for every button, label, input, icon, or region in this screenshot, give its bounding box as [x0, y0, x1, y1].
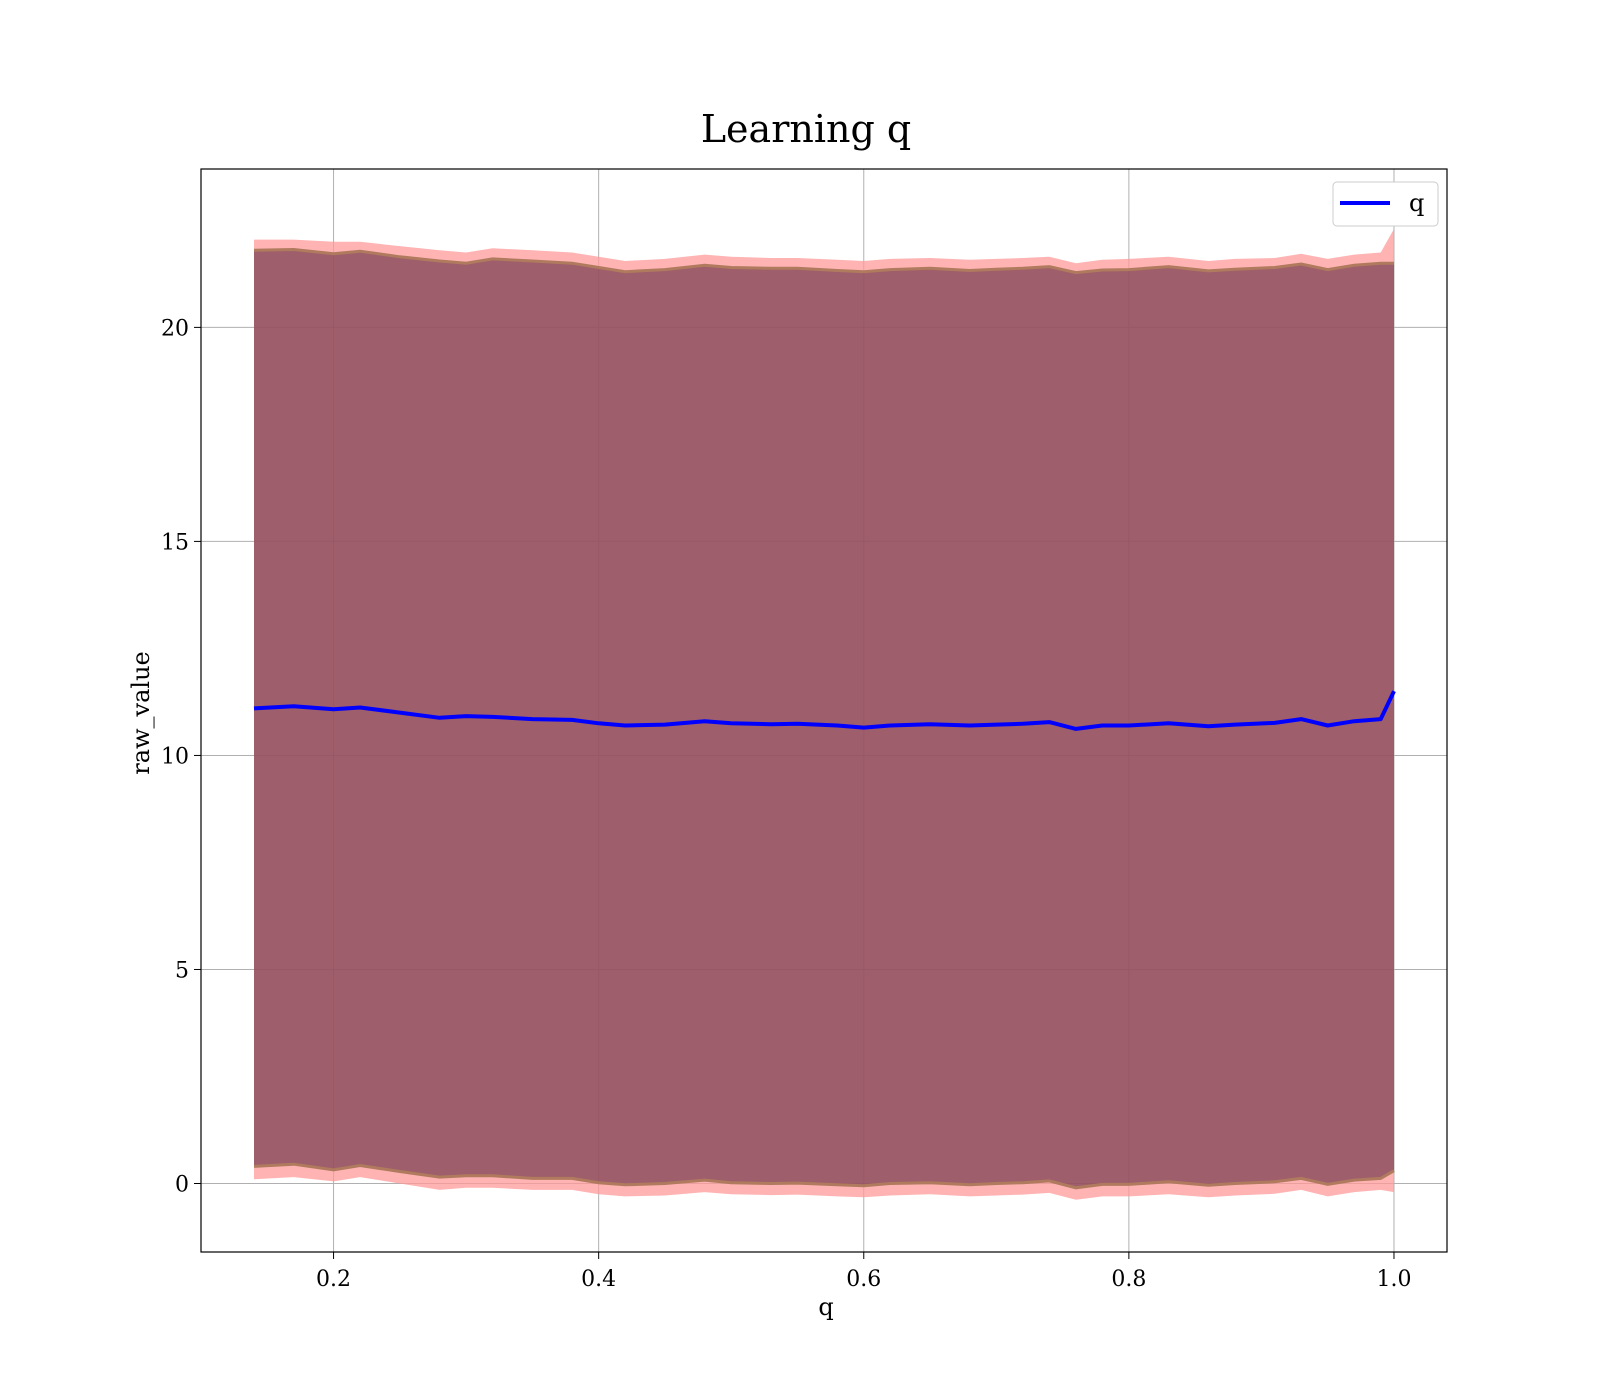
y-tick-label: 0	[175, 1173, 189, 1198]
x-tick-label: 0.4	[581, 1267, 616, 1292]
y-tick-label: 10	[161, 744, 189, 769]
y-axis-label: raw_value	[127, 651, 155, 775]
x-tick-label: 0.8	[1111, 1267, 1146, 1292]
x-tick-label: 0.2	[316, 1267, 351, 1292]
x-tick-label: 0.6	[846, 1267, 881, 1292]
inner-band-upper-edge	[253, 247, 1394, 275]
series-lines	[253, 690, 1396, 731]
legend: q	[1332, 181, 1439, 227]
y-axis-ticks: 0 5 10 15 20	[161, 316, 201, 1198]
inner-band	[254, 249, 1394, 1188]
bands	[253, 228, 1395, 1200]
y-tick-label: 20	[161, 316, 189, 341]
plot-frame	[200, 168, 1448, 1253]
x-tick-label: 1.0	[1376, 1267, 1411, 1292]
y-tick-label: 5	[175, 958, 189, 983]
inner-band-lower-edge	[253, 1162, 1395, 1190]
legend-entry-q: q	[1409, 189, 1424, 217]
chart-title: Learning q	[701, 107, 911, 151]
series-line-q	[253, 690, 1396, 731]
x-axis-label: q	[818, 1293, 833, 1321]
x-axis-ticks: 0.2 0.4 0.6 0.8 1.0	[316, 1252, 1411, 1292]
y-tick-label: 15	[161, 530, 189, 555]
